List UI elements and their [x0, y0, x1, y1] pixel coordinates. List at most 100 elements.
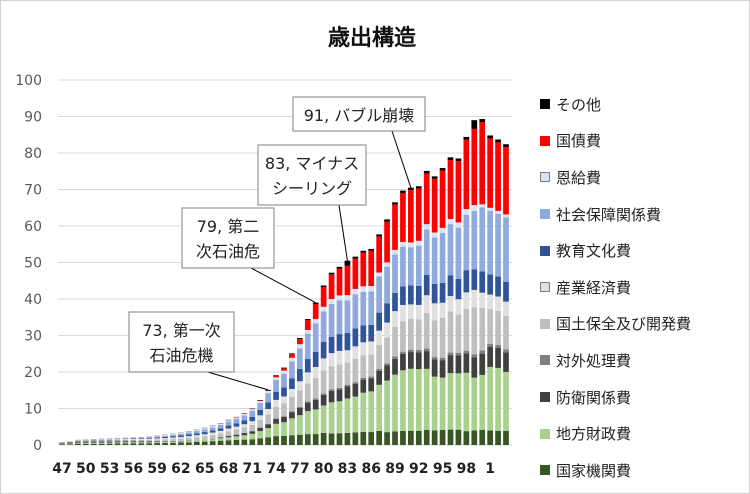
bar-segment — [98, 443, 105, 445]
bar-segment — [304, 329, 311, 334]
bar-segment — [257, 402, 264, 410]
annotation-text: 79, 第二 — [197, 217, 260, 236]
bar-segment — [471, 307, 478, 355]
bar-segment — [368, 250, 375, 286]
x-tick-label: 53 — [100, 461, 119, 477]
bar-segment — [122, 438, 129, 439]
bar-segment — [439, 232, 446, 283]
bar-segment — [471, 120, 478, 129]
bar-segment — [312, 304, 319, 320]
bar-segment — [328, 274, 335, 299]
bar-segment — [431, 357, 438, 360]
bar-segment — [415, 285, 422, 305]
bar-segment — [225, 436, 232, 438]
bar-segment — [336, 295, 343, 301]
bar-segment — [376, 236, 382, 273]
bar-segment — [431, 303, 438, 321]
bar-segment — [328, 366, 335, 390]
bar-segment — [328, 402, 335, 434]
bar-segment — [336, 433, 343, 445]
bar-segment — [400, 192, 406, 242]
bar-segment — [186, 442, 192, 445]
bar-segment — [344, 398, 351, 433]
bar-segment — [487, 346, 493, 367]
bar-segment — [265, 437, 271, 445]
bar-segment — [146, 440, 153, 443]
bar-segment — [241, 424, 248, 428]
bar-segment — [463, 214, 470, 271]
bar-segment — [114, 439, 121, 441]
bar-segment — [265, 402, 271, 409]
bar-segment — [495, 210, 501, 214]
y-tick-label: 70 — [24, 183, 42, 199]
bar-segment — [344, 260, 351, 266]
bar-segment — [431, 376, 438, 431]
bar-segment — [162, 442, 168, 445]
bar-segment — [376, 370, 382, 385]
bar-segment — [170, 439, 176, 441]
x-tick-label: 80 — [314, 461, 334, 477]
legend-label: 対外処理費 — [556, 351, 632, 370]
bar-segment — [146, 443, 153, 445]
bar-segment — [297, 381, 303, 391]
bar-segment — [106, 443, 113, 444]
legend-swatch — [540, 355, 550, 366]
bar-segment — [233, 429, 240, 435]
bar-segment — [201, 434, 208, 437]
bar-segment — [304, 320, 311, 330]
bar-segment — [312, 398, 319, 400]
x-tick-label: 86 — [361, 461, 380, 477]
annotation-box — [292, 96, 426, 132]
bar-segment — [503, 147, 509, 215]
bar-segment — [384, 380, 390, 433]
bar-segment — [439, 227, 446, 233]
bar-segment — [408, 349, 414, 353]
bar-segment — [439, 357, 446, 361]
bar-segment — [193, 435, 200, 438]
bar-segment — [344, 333, 351, 351]
bar-segment — [439, 377, 446, 431]
bar-segment — [289, 353, 295, 355]
bar-segment — [447, 157, 454, 160]
bar-segment — [336, 268, 343, 296]
bar-segment — [479, 374, 486, 430]
bar-segment — [186, 431, 192, 433]
annotation-leader — [250, 267, 316, 304]
bar-segment — [217, 437, 224, 439]
bar-segment — [106, 443, 113, 445]
bar-segment — [273, 419, 279, 424]
bar-segment — [360, 325, 367, 343]
bar-segment — [487, 366, 493, 431]
bar-segment — [304, 333, 311, 360]
bar-segment — [392, 311, 398, 328]
bar-segment — [360, 431, 367, 445]
bar-segment — [336, 364, 343, 388]
bar-segment — [352, 328, 359, 347]
bar-segment — [312, 323, 319, 352]
bar-segment — [297, 348, 303, 369]
annotation-text: 73, 第一次 — [142, 321, 221, 340]
bar-segment — [392, 327, 398, 357]
bar-segment — [98, 440, 105, 444]
bar-segment — [304, 383, 311, 402]
legend-item: その他 — [540, 86, 745, 123]
bar-segment — [265, 428, 271, 438]
bar-segment — [146, 438, 153, 440]
bar-segment — [368, 378, 375, 392]
bar-segment — [265, 389, 271, 391]
bar-segment — [471, 269, 478, 290]
bar-segment — [487, 309, 493, 344]
bar-segment — [178, 437, 184, 439]
legend-swatch — [540, 135, 550, 146]
bar-segment — [304, 411, 311, 435]
bar-segment — [376, 384, 382, 431]
bar-segment — [400, 286, 406, 305]
bar-segment — [304, 402, 311, 412]
bar-segment — [281, 403, 287, 417]
bar-segment — [328, 390, 335, 403]
bar-segment — [408, 368, 414, 431]
bar-segment — [265, 414, 271, 424]
bar-segment — [201, 432, 208, 435]
bar-segment — [431, 237, 438, 284]
